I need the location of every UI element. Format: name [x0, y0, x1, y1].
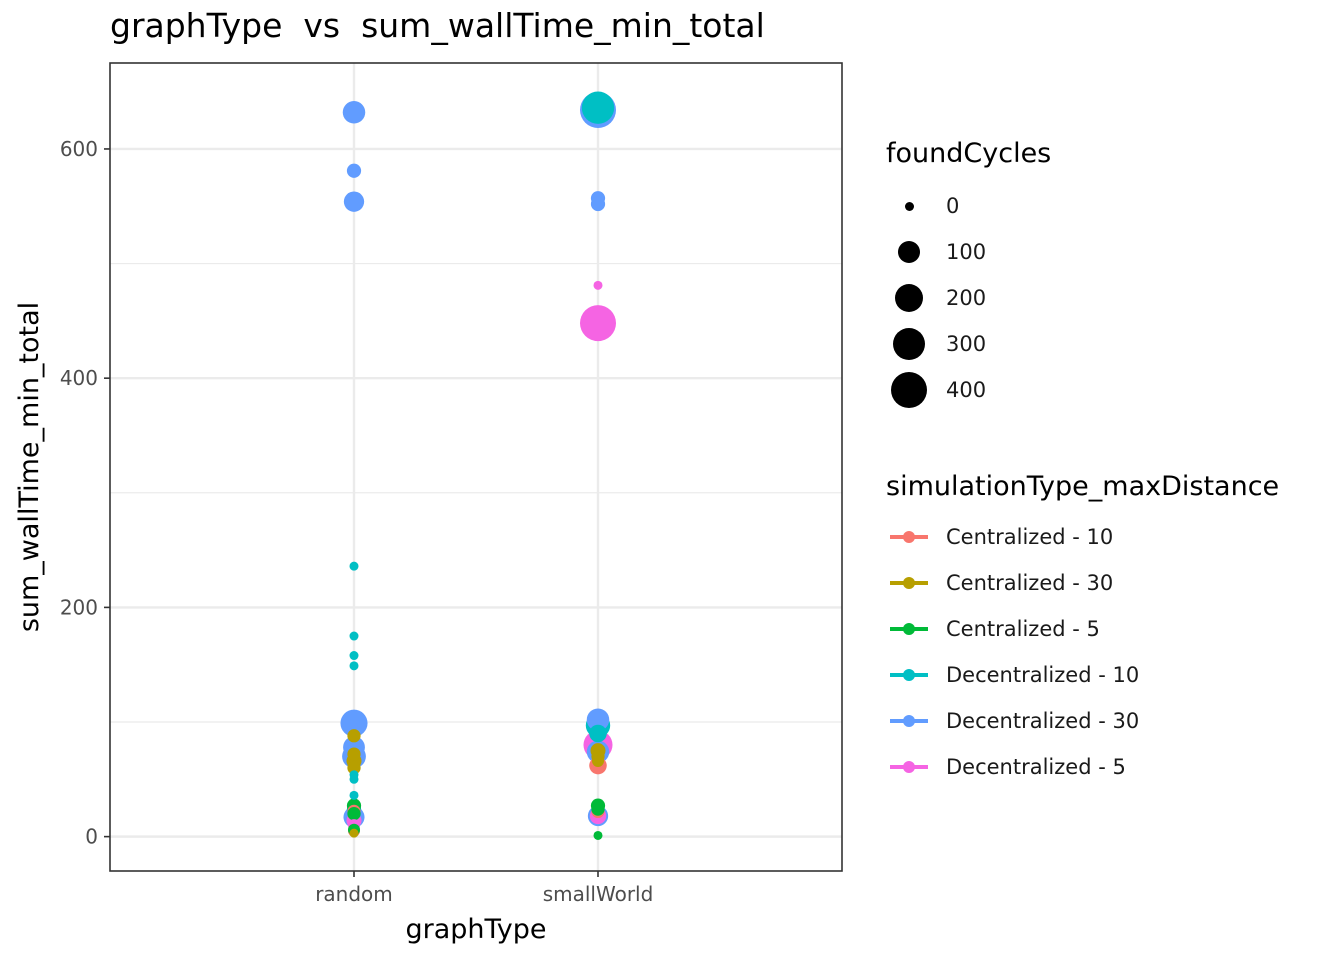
size-legend-label: 0 — [946, 194, 960, 218]
chart-title: graphType vs sum_wallTime_min_total — [110, 6, 765, 45]
size-legend-title: foundCycles — [886, 138, 1052, 169]
color-legend-key — [886, 514, 932, 560]
color-legend-dot — [903, 531, 915, 543]
color-legend-dot — [903, 669, 915, 681]
color-legend-label: Decentralized - 5 — [946, 755, 1126, 779]
size-legend-dot — [891, 372, 927, 408]
data-point — [343, 191, 365, 212]
y-axis-title: sum_wallTime_min_total — [14, 302, 45, 632]
data-point — [591, 802, 605, 816]
color-legend-title: simulationType_maxDistance — [886, 471, 1280, 502]
color-legend-key — [886, 744, 932, 790]
size-legend-dot — [892, 327, 926, 361]
scatter-chart: 0 200 400 600 random smallWorld graphType sum… — [14, 62, 843, 945]
size-legend-item: 200 — [886, 275, 1051, 321]
data-point — [349, 774, 359, 784]
data-point — [580, 305, 616, 342]
data-point — [589, 724, 607, 743]
data-point — [347, 729, 361, 743]
color-legend-item: Centralized - 10 — [886, 514, 1279, 560]
data-point — [347, 747, 361, 761]
x-tick-label: random — [315, 882, 393, 906]
size-legend-label: 100 — [946, 240, 987, 264]
size-legend-item: 100 — [886, 229, 1051, 275]
color-legend-item: Centralized - 5 — [886, 606, 1279, 652]
color-legend-dot — [903, 761, 915, 773]
data-point — [349, 790, 359, 800]
y-tick-label: 600 — [60, 137, 98, 161]
x-tick-label: smallWorld — [543, 882, 654, 906]
color-legend-label: Centralized - 10 — [946, 525, 1114, 549]
y-tick-label: 200 — [60, 595, 98, 619]
size-legend: foundCycles 0 100 200 300 400 — [886, 138, 1051, 413]
color-legend-item: Decentralized - 10 — [886, 652, 1279, 698]
color-legend-dot — [903, 623, 915, 635]
data-point — [346, 163, 362, 178]
color-legend-key — [886, 698, 932, 744]
color-legend-entries: Centralized - 10 Centralized - 30 Centrali… — [886, 514, 1279, 790]
data-point — [581, 91, 615, 124]
size-legend-item: 300 — [886, 321, 1051, 367]
data-point — [349, 561, 359, 571]
color-legend: simulationType_maxDistance Centralized -… — [886, 471, 1279, 790]
data-point — [593, 830, 603, 840]
color-legend-label: Decentralized - 30 — [946, 709, 1140, 733]
data-point — [349, 661, 359, 671]
axes: 0 200 400 600 random smallWorld — [60, 137, 653, 906]
data-point — [593, 280, 603, 290]
y-tick-label: 0 — [85, 825, 98, 849]
x-axis-title: graphType — [405, 914, 546, 945]
color-legend-key — [886, 606, 932, 652]
color-legend-item: Centralized - 30 — [886, 560, 1279, 606]
color-legend-key — [886, 560, 932, 606]
data-point — [347, 761, 361, 775]
size-legend-item: 400 — [886, 367, 1051, 413]
size-legend-key — [886, 183, 932, 229]
size-legend-dot — [904, 201, 914, 211]
color-legend-item: Decentralized - 30 — [886, 698, 1279, 744]
color-legend-key — [886, 652, 932, 698]
data-point — [347, 807, 361, 821]
data-point — [349, 828, 359, 838]
size-legend-label: 200 — [946, 286, 987, 310]
color-legend-dot — [903, 715, 915, 727]
data-point — [340, 709, 368, 737]
plot-panel — [110, 63, 842, 871]
size-legend-item: 0 — [886, 183, 1051, 229]
color-legend-label: Centralized - 30 — [946, 571, 1114, 595]
y-tick-label: 400 — [60, 366, 98, 390]
size-legend-key — [886, 275, 932, 321]
size-legend-entries: 0 100 200 300 400 — [886, 183, 1051, 413]
data-point — [349, 651, 359, 661]
size-legend-dot — [897, 240, 921, 264]
size-legend-label: 400 — [946, 378, 987, 402]
color-legend-item: Decentralized - 5 — [886, 744, 1279, 790]
data-points — [340, 91, 616, 840]
data-point — [342, 101, 366, 124]
color-legend-label: Decentralized - 10 — [946, 663, 1140, 687]
size-legend-label: 300 — [946, 332, 987, 356]
size-legend-key — [886, 367, 932, 413]
plot-border — [109, 62, 843, 872]
grid-lines — [110, 63, 842, 871]
color-legend-dot — [903, 577, 915, 589]
size-legend-key — [886, 229, 932, 275]
data-point — [590, 196, 606, 212]
data-point — [591, 754, 605, 767]
data-point — [349, 631, 359, 641]
size-legend-dot — [894, 283, 924, 313]
data-point — [586, 708, 610, 731]
size-legend-key — [886, 321, 932, 367]
color-legend-label: Centralized - 5 — [946, 617, 1100, 641]
